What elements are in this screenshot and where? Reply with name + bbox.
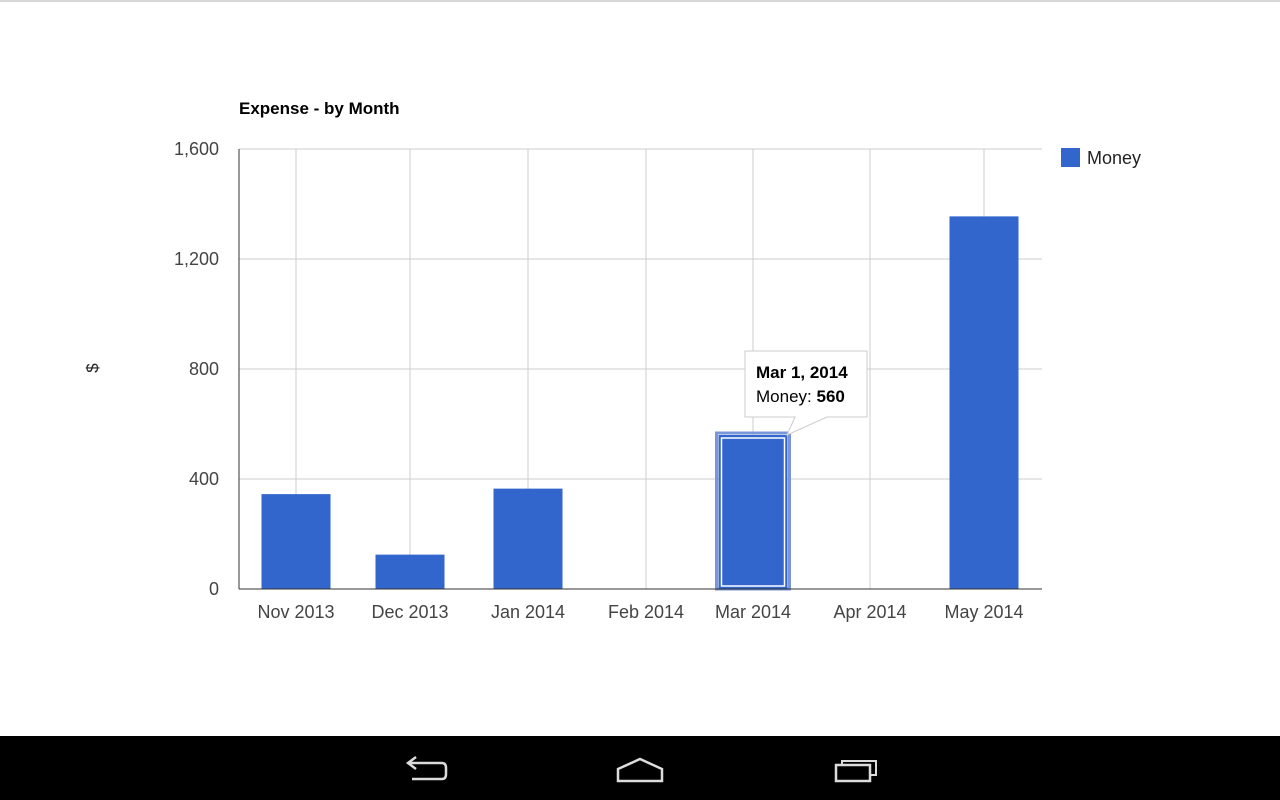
tooltip-box	[744, 350, 868, 436]
back-icon	[405, 756, 448, 781]
bar-dec-2013[interactable]	[375, 554, 445, 589]
y-tick-label: 400	[189, 469, 219, 489]
tooltip: Mar 1, 2014 Money: 560	[744, 350, 868, 436]
x-tick-label: May 2014	[944, 602, 1023, 622]
y-tick-label: 800	[189, 359, 219, 379]
y-tick-label: 1,600	[174, 139, 219, 159]
recent-apps-button[interactable]	[817, 748, 897, 792]
bar-jan-2014[interactable]	[493, 488, 563, 589]
x-tick-label: Dec 2013	[371, 602, 448, 622]
y-tick-label: 1,200	[174, 249, 219, 269]
bar-nov-2013[interactable]	[261, 494, 331, 589]
legend: Money	[1061, 148, 1141, 168]
chart-title: Expense - by Month	[239, 99, 400, 118]
y-axis-label: $	[83, 363, 102, 373]
y-tick-label: 0	[209, 579, 219, 599]
home-button[interactable]	[600, 748, 680, 792]
recent-apps-icon	[834, 760, 877, 783]
x-tick-label: Nov 2013	[257, 602, 334, 622]
legend-label: Money	[1087, 148, 1141, 168]
navigation-bar	[0, 736, 1280, 800]
x-axis-ticks: Nov 2013 Dec 2013 Jan 2014 Feb 2014 Mar 2014…	[257, 602, 1023, 622]
back-button[interactable]	[384, 748, 464, 792]
x-tick-label: Jan 2014	[491, 602, 565, 622]
x-tick-label: Mar 2014	[715, 602, 791, 622]
home-icon	[616, 757, 664, 783]
top-edge-divider	[0, 0, 1280, 2]
chart-axes	[238, 149, 1042, 590]
bar-mar-2014[interactable]	[718, 435, 788, 589]
x-tick-label: Apr 2014	[833, 602, 906, 622]
y-axis-ticks: 0 400 800 1,200 1,600	[174, 139, 219, 599]
bar-highlight-inner	[720, 437, 786, 587]
legend-swatch	[1061, 148, 1080, 167]
tooltip-title: Mar 1, 2014	[756, 363, 848, 382]
chart-bars	[261, 216, 1019, 591]
x-tick-label: Feb 2014	[608, 602, 684, 622]
chart-grid	[239, 148, 1042, 589]
chart: Expense - by Month 0 400 800 1,200 1,600 Nov…	[83, 99, 1141, 622]
bar-may-2014[interactable]	[949, 216, 1019, 589]
tooltip-value: Money: 560	[756, 387, 845, 406]
